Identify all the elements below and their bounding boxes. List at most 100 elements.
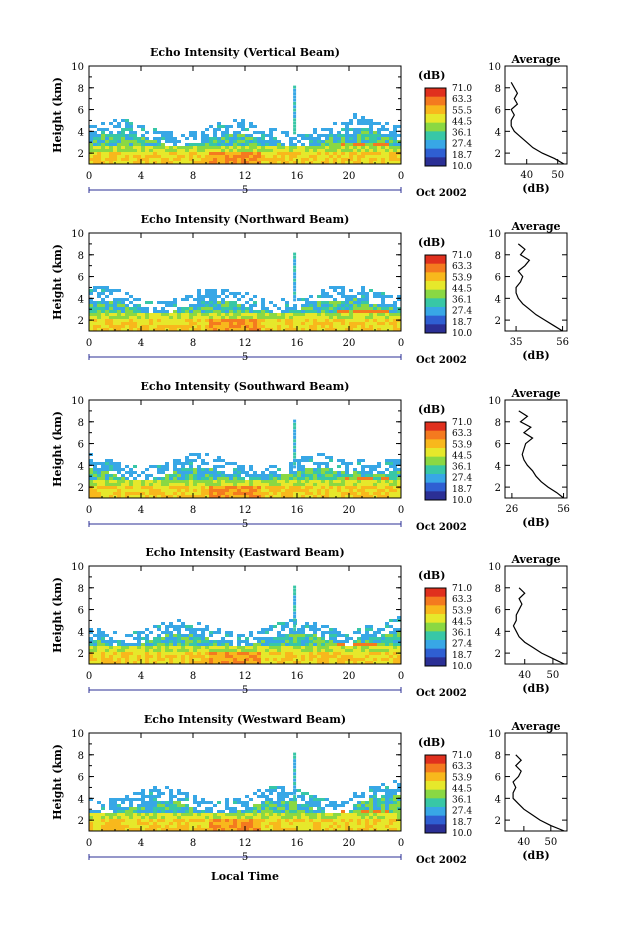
heatmap-cell <box>277 307 281 310</box>
heatmap-cell <box>209 158 213 161</box>
heatmap-cell <box>189 652 193 655</box>
heatmap-cell <box>141 825 145 828</box>
heatmap-cell <box>353 822 357 825</box>
heatmap-cell <box>293 310 297 313</box>
heatmap-cell <box>189 304 193 307</box>
heatmap-cell <box>181 640 185 643</box>
heatmap-cell <box>173 137 177 140</box>
heatmap-cell <box>381 492 385 495</box>
heatmap-cell <box>217 301 221 304</box>
heatmap-cell <box>217 146 221 149</box>
heatmap-cell <box>201 134 205 137</box>
heatmap-cell <box>381 795 385 798</box>
heatmap-cell <box>93 137 97 140</box>
heatmap-cell <box>129 316 133 319</box>
heatmap-cell <box>105 459 109 462</box>
heatmap-cell <box>173 628 177 631</box>
heatmap-cell <box>385 495 389 498</box>
heatmap-cell <box>393 155 397 158</box>
heatmap-cell <box>109 804 113 807</box>
heatmap-cell <box>313 128 317 131</box>
heatmap-cell <box>145 152 149 155</box>
heatmap-cell <box>229 152 233 155</box>
heatmap-cell <box>181 477 185 480</box>
heatmap-cell <box>189 810 193 813</box>
heatmap-cell <box>157 143 161 146</box>
heatmap-cell <box>325 137 329 140</box>
heatmap-cell <box>361 813 365 816</box>
heatmap-cell <box>229 807 233 810</box>
heatmap-cell <box>361 140 365 143</box>
heatmap-cell <box>181 155 185 158</box>
heatmap-cell <box>161 316 165 319</box>
heatmap-cell <box>345 489 349 492</box>
heatmap-cell <box>365 474 369 477</box>
heatmap-cell <box>117 483 121 486</box>
heatmap-cell <box>277 328 281 331</box>
heatmap-cell <box>345 822 349 825</box>
heatmap-cell <box>337 459 341 462</box>
heatmap-cell <box>269 146 273 149</box>
heatmap-cell <box>397 125 401 128</box>
heatmap-cell <box>153 655 157 658</box>
heatmap-cell <box>209 319 213 322</box>
heatmap-cell <box>125 828 129 831</box>
heatmap-cell <box>369 143 373 146</box>
heatmap-cell <box>205 325 209 328</box>
heatmap-cell <box>209 483 213 486</box>
heatmap-cell <box>225 307 229 310</box>
heatmap-cell <box>169 313 173 316</box>
heatmap-cell <box>173 625 177 628</box>
heatmap-cell <box>393 465 397 468</box>
colorbar-tick-label: 63.3 <box>452 429 472 439</box>
heatmap-cell <box>273 480 277 483</box>
heatmap-cell <box>121 822 125 825</box>
heatmap-cell <box>381 307 385 310</box>
average-x-tick-label: 40 <box>518 670 531 681</box>
heatmap-cell <box>309 459 313 462</box>
heatmap-cell <box>273 128 277 131</box>
heatmap-cell <box>277 140 281 143</box>
heatmap-cell <box>293 465 297 469</box>
heatmap-cell <box>233 495 237 498</box>
heatmap-cell <box>193 155 197 158</box>
heatmap-cell <box>169 816 173 819</box>
heatmap-cell <box>309 304 313 307</box>
heatmap-cell <box>201 137 205 140</box>
heatmap-cell <box>293 128 297 132</box>
heatmap-cell <box>269 628 273 631</box>
heatmap-cell <box>97 634 101 637</box>
heatmap-cell <box>201 661 205 664</box>
heatmap-cell <box>337 310 341 313</box>
heatmap-cell <box>321 453 325 456</box>
heatmap-cell <box>361 819 365 822</box>
colorbar: 71.063.353.944.536.127.418.710.0 <box>424 418 472 506</box>
heatmap-cell <box>169 640 173 643</box>
heatmap-cell <box>125 140 129 143</box>
heatmap-cell <box>169 649 173 652</box>
heatmap-cell <box>365 298 369 301</box>
heatmap-cell <box>297 492 301 495</box>
heatmap-cell <box>245 810 249 813</box>
heatmap-cell <box>109 822 113 825</box>
heatmap-cell <box>329 456 333 459</box>
heatmap-cell <box>109 492 113 495</box>
heatmap-cell <box>321 301 325 304</box>
heatmap-cell <box>93 313 97 316</box>
heatmap-cell <box>165 649 169 652</box>
heatmap-cell <box>309 822 313 825</box>
heatmap-cell <box>313 316 317 319</box>
heatmap-cell <box>101 322 105 325</box>
heatmap-cell <box>353 483 357 486</box>
heatmap-cell <box>397 468 401 471</box>
y-tick-label: 4 <box>78 627 84 638</box>
heatmap-cell <box>229 655 233 658</box>
heatmap-cell <box>317 822 321 825</box>
heatmap-cell <box>185 792 189 795</box>
heatmap-cell <box>93 140 97 143</box>
heatmap-cell <box>265 643 269 646</box>
heatmap-cell <box>273 807 277 810</box>
heatmap-cell <box>345 474 349 477</box>
heatmap-cell <box>209 313 213 316</box>
heatmap-cell <box>97 652 101 655</box>
